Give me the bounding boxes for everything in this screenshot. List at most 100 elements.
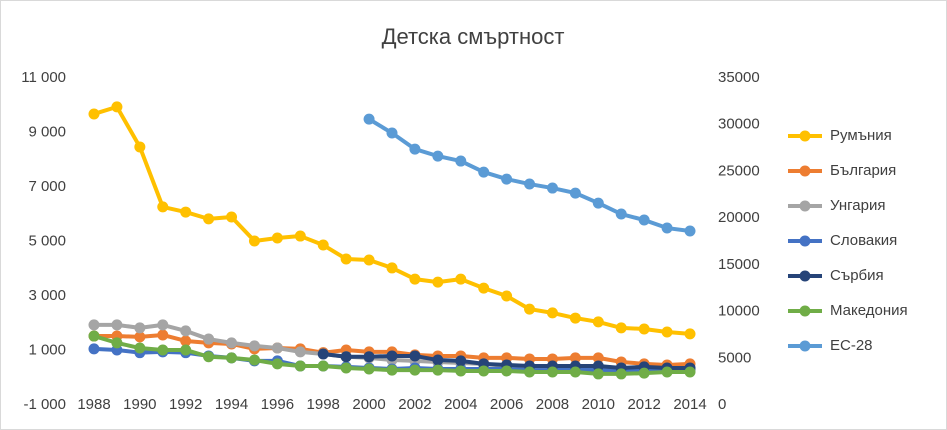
point-marker [134, 331, 146, 343]
point-marker [203, 351, 215, 363]
point-marker [88, 343, 100, 355]
point-marker [661, 326, 673, 338]
legend-label: Румъния [830, 127, 892, 144]
point-marker [157, 344, 169, 356]
point-marker [203, 213, 215, 225]
legend-swatch-marker [799, 340, 811, 352]
x-tick-label: 1988 [77, 396, 110, 413]
y2-tick-label: 15000 [718, 256, 760, 273]
point-marker [455, 155, 467, 167]
y-tick-label: 7 000 [28, 178, 66, 195]
point-marker [661, 222, 673, 234]
point-marker [432, 150, 444, 162]
point-marker [248, 340, 260, 352]
point-marker [455, 355, 467, 367]
point-marker [409, 364, 421, 376]
point-marker [409, 273, 421, 285]
point-marker [226, 352, 238, 364]
point-marker [180, 206, 192, 218]
point-marker [455, 273, 467, 285]
point-marker [592, 368, 604, 380]
point-marker [363, 113, 375, 125]
point-marker [180, 325, 192, 337]
legend-label: Унгария [830, 197, 885, 214]
point-marker [546, 307, 558, 319]
point-marker [317, 239, 329, 251]
point-marker [134, 342, 146, 354]
x-tick-label: 1996 [261, 396, 294, 413]
point-marker [111, 319, 123, 331]
point-marker [615, 322, 627, 334]
y-tick-label: 9 000 [28, 123, 66, 140]
point-marker [478, 282, 490, 294]
y-tick-label: 5 000 [28, 232, 66, 249]
y-tick-label: 1 000 [28, 341, 66, 358]
legend-swatch-marker [799, 305, 811, 317]
point-marker [432, 364, 444, 376]
point-marker [88, 330, 100, 342]
point-marker [248, 235, 260, 247]
point-marker [661, 366, 673, 378]
point-marker [432, 354, 444, 366]
point-marker [88, 108, 100, 120]
legend-label: Словакия [830, 232, 897, 249]
point-marker [592, 197, 604, 209]
point-marker [134, 322, 146, 334]
point-marker [501, 173, 513, 185]
point-marker [203, 333, 215, 345]
point-marker [111, 337, 123, 349]
legend-label: България [830, 162, 896, 179]
legend-label: ЕС-28 [830, 337, 873, 354]
y2-tick-label: 20000 [718, 209, 760, 226]
point-marker [363, 363, 375, 375]
point-marker [157, 329, 169, 341]
y-tick-label: -1 000 [23, 396, 66, 413]
point-marker [592, 360, 604, 372]
point-marker [569, 187, 581, 199]
x-tick-label: 1994 [215, 396, 248, 413]
point-marker [592, 352, 604, 364]
legend-swatch-marker [799, 235, 811, 247]
point-marker [386, 262, 398, 274]
point-marker [478, 365, 490, 377]
point-marker [88, 319, 100, 331]
point-marker [684, 366, 696, 378]
point-marker [294, 230, 306, 242]
point-marker [684, 328, 696, 340]
point-marker [340, 351, 352, 363]
legend-swatch-marker [799, 200, 811, 212]
point-marker [340, 253, 352, 265]
point-marker [432, 276, 444, 288]
point-marker [569, 312, 581, 324]
x-tick-label: 1992 [169, 396, 202, 413]
legend-label: Сърбия [830, 267, 884, 284]
y2-tick-label: 35000 [718, 69, 760, 86]
y2-tick-label: 30000 [718, 116, 760, 133]
point-marker [363, 254, 375, 266]
point-marker [524, 366, 536, 378]
point-marker [294, 346, 306, 358]
point-marker [111, 101, 123, 113]
x-tick-label: 2012 [627, 396, 660, 413]
point-marker [226, 211, 238, 223]
point-marker [615, 368, 627, 380]
point-marker [569, 352, 581, 364]
point-marker [180, 344, 192, 356]
point-marker [386, 350, 398, 362]
x-tick-label: 2004 [444, 396, 477, 413]
point-marker [592, 316, 604, 328]
point-marker [501, 365, 513, 377]
point-marker [501, 290, 513, 302]
point-marker [524, 303, 536, 315]
point-marker [180, 335, 192, 347]
point-marker [409, 350, 421, 362]
x-tick-label: 2002 [398, 396, 431, 413]
x-tick-label: 2010 [582, 396, 615, 413]
point-marker [363, 351, 375, 363]
point-marker [157, 319, 169, 331]
point-marker [638, 214, 650, 226]
point-marker [317, 360, 329, 372]
x-tick-label: 2006 [490, 396, 523, 413]
point-marker [409, 143, 421, 155]
